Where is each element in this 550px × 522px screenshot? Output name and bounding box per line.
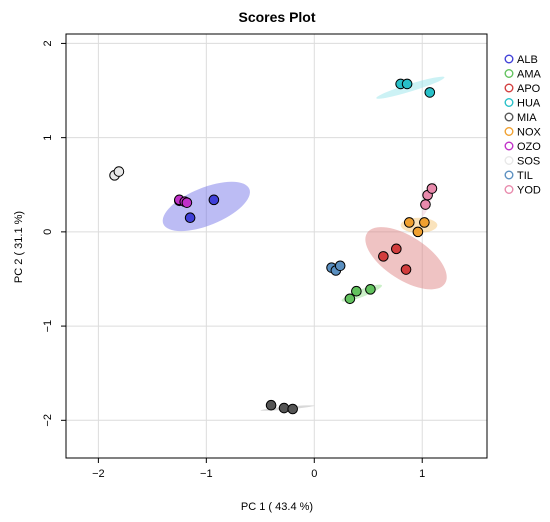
x-axis-label: PC 1 ( 43.4 %) bbox=[241, 501, 313, 513]
point-nox bbox=[419, 217, 430, 228]
legend-label-nox: NOX bbox=[517, 127, 542, 139]
legend-marker-mia bbox=[504, 112, 514, 122]
data-points bbox=[109, 78, 438, 415]
point-til bbox=[334, 260, 346, 272]
legend-marker-ama bbox=[504, 68, 514, 78]
point-mia bbox=[278, 402, 290, 414]
point-mia bbox=[287, 403, 298, 415]
legend-marker-yod bbox=[504, 184, 514, 194]
legend-label-apo: APO bbox=[517, 83, 541, 95]
point-nox bbox=[403, 217, 415, 228]
y-tick-label: −1 bbox=[42, 320, 54, 333]
point-ama bbox=[344, 293, 356, 305]
legend-label-sos: SOS bbox=[517, 156, 540, 168]
x-tick-label: 0 bbox=[311, 468, 317, 480]
confidence-ellipses bbox=[109, 76, 447, 411]
legend-marker-nox bbox=[504, 126, 514, 136]
point-apo bbox=[391, 243, 402, 255]
y-axis-label: PC 2 ( 31.1 %) bbox=[13, 211, 25, 283]
legend-label-hua: HUA bbox=[517, 98, 541, 110]
legend-marker-hua bbox=[504, 97, 514, 107]
y-tick-label: −2 bbox=[42, 414, 54, 427]
point-ama bbox=[365, 284, 376, 295]
grid-lines bbox=[66, 34, 487, 458]
point-yod bbox=[420, 199, 431, 210]
point-hua bbox=[424, 87, 436, 98]
chart-title: Scores Plot bbox=[238, 9, 315, 25]
x-tick-label: −2 bbox=[92, 468, 105, 480]
legend-marker-apo bbox=[504, 83, 514, 93]
x-tick-label: 1 bbox=[419, 468, 425, 480]
y-tick-label: 1 bbox=[42, 135, 54, 141]
plot-frame bbox=[65, 33, 488, 459]
ellipse-alb bbox=[162, 181, 250, 232]
point-ozo bbox=[181, 197, 193, 208]
point-alb bbox=[184, 212, 196, 224]
y-tick-label: 2 bbox=[42, 40, 54, 46]
legend: ALB AMA APO HUA MIA NOX OZO SOS TIL YOD bbox=[504, 54, 542, 197]
legend-marker-alb bbox=[504, 54, 514, 64]
point-nox bbox=[412, 226, 424, 238]
point-apo bbox=[378, 251, 389, 262]
point-apo bbox=[400, 264, 412, 275]
point-sos bbox=[113, 166, 125, 177]
ellipse-apo bbox=[365, 227, 447, 290]
x-axis-ticks: −2 −1 0 1 bbox=[92, 458, 425, 480]
legend-label-alb: ALB bbox=[517, 54, 538, 66]
legend-label-til: TIL bbox=[517, 170, 533, 182]
legend-label-ozo: OZO bbox=[517, 141, 541, 153]
legend-marker-sos bbox=[504, 155, 514, 165]
y-axis-ticks: −2 −1 0 1 2 bbox=[42, 40, 66, 427]
point-ama bbox=[351, 285, 362, 297]
x-tick-label: −1 bbox=[200, 468, 213, 480]
legend-marker-ozo bbox=[504, 141, 514, 151]
legend-label-mia: MIA bbox=[517, 112, 537, 124]
legend-marker-til bbox=[504, 170, 514, 180]
point-yod bbox=[426, 183, 438, 194]
point-mia bbox=[265, 399, 277, 411]
point-alb bbox=[208, 194, 220, 206]
point-hua bbox=[401, 78, 413, 90]
plot-area bbox=[65, 33, 488, 459]
legend-label-yod: YOD bbox=[517, 185, 541, 197]
legend-label-ama: AMA bbox=[517, 69, 542, 81]
y-tick-label: 0 bbox=[42, 229, 54, 235]
